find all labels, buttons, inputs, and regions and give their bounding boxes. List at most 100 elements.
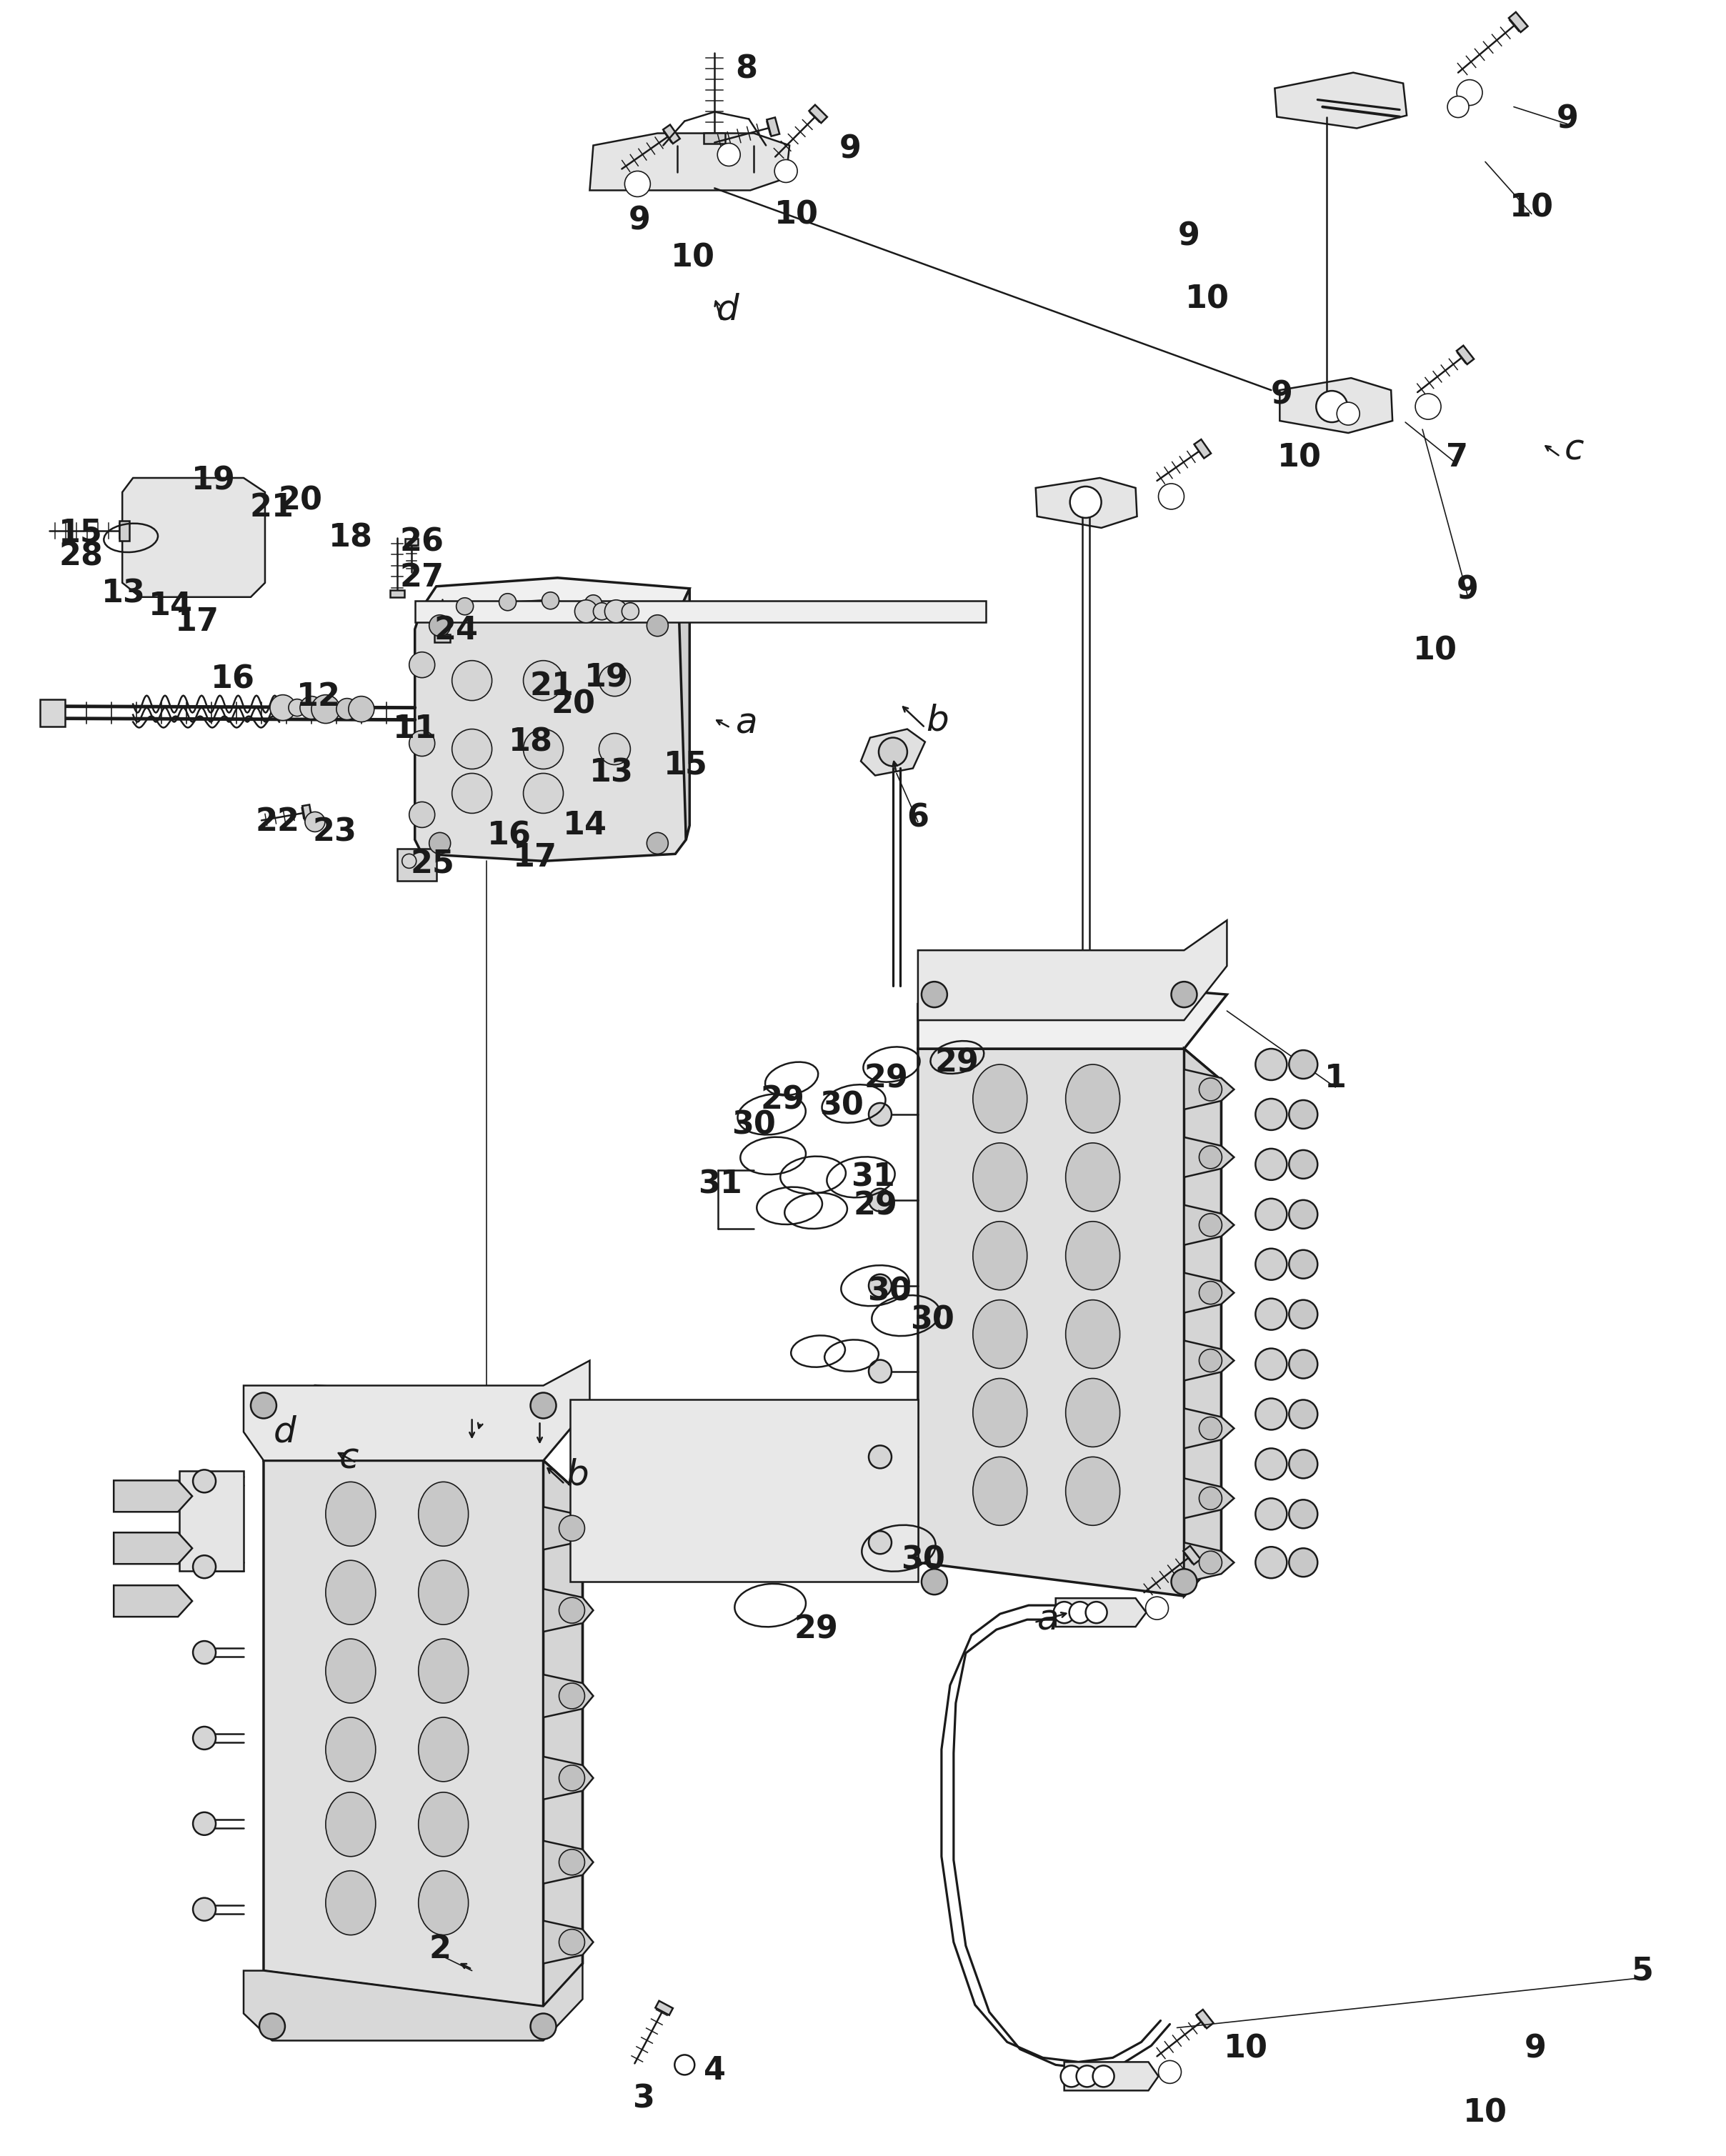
Circle shape bbox=[1255, 1348, 1288, 1380]
Circle shape bbox=[250, 1393, 276, 1419]
Circle shape bbox=[1289, 1050, 1317, 1078]
Ellipse shape bbox=[1065, 1143, 1120, 1212]
Circle shape bbox=[1415, 395, 1441, 420]
Circle shape bbox=[868, 1104, 892, 1125]
Circle shape bbox=[868, 1445, 892, 1468]
Ellipse shape bbox=[973, 1222, 1027, 1289]
Text: 29: 29 bbox=[853, 1190, 898, 1220]
Circle shape bbox=[559, 1516, 585, 1542]
Text: d: d bbox=[716, 293, 739, 328]
Text: 8: 8 bbox=[735, 54, 758, 84]
Ellipse shape bbox=[326, 1561, 376, 1626]
Circle shape bbox=[193, 1554, 216, 1578]
Polygon shape bbox=[1509, 13, 1528, 32]
Ellipse shape bbox=[418, 1481, 468, 1546]
Circle shape bbox=[559, 1850, 585, 1876]
Ellipse shape bbox=[326, 1481, 376, 1546]
Polygon shape bbox=[264, 1460, 583, 2007]
Text: c: c bbox=[340, 1440, 359, 1475]
Circle shape bbox=[1200, 1214, 1222, 1235]
Text: a: a bbox=[1037, 1602, 1060, 1636]
Text: 13: 13 bbox=[589, 759, 633, 789]
Polygon shape bbox=[406, 539, 418, 545]
Text: 5: 5 bbox=[1631, 1955, 1654, 1986]
Polygon shape bbox=[544, 1841, 594, 1884]
Text: 20: 20 bbox=[551, 688, 595, 720]
Text: 17: 17 bbox=[513, 843, 557, 873]
Circle shape bbox=[499, 593, 516, 610]
Ellipse shape bbox=[418, 1639, 468, 1703]
Circle shape bbox=[599, 664, 630, 696]
Polygon shape bbox=[435, 634, 450, 642]
Bar bbox=[397, 849, 437, 882]
Polygon shape bbox=[918, 921, 1227, 1020]
Circle shape bbox=[409, 731, 435, 757]
Text: 29: 29 bbox=[759, 1084, 804, 1115]
Circle shape bbox=[1158, 2061, 1181, 2083]
Text: 31: 31 bbox=[699, 1169, 742, 1199]
Text: 13: 13 bbox=[102, 578, 145, 608]
Text: 30: 30 bbox=[901, 1546, 946, 1576]
Circle shape bbox=[1077, 2065, 1098, 2087]
Circle shape bbox=[559, 1684, 585, 1710]
Circle shape bbox=[559, 1930, 585, 1955]
Circle shape bbox=[1255, 1248, 1288, 1281]
Polygon shape bbox=[1184, 1479, 1234, 1518]
Polygon shape bbox=[544, 1589, 594, 1632]
Polygon shape bbox=[1194, 440, 1212, 459]
Ellipse shape bbox=[418, 1792, 468, 1856]
Text: 12: 12 bbox=[297, 681, 340, 711]
Text: 30: 30 bbox=[866, 1276, 911, 1307]
Polygon shape bbox=[544, 1507, 594, 1550]
Circle shape bbox=[868, 1274, 892, 1298]
Polygon shape bbox=[918, 972, 1227, 1048]
Text: 16: 16 bbox=[211, 664, 255, 694]
Text: 19: 19 bbox=[192, 466, 236, 496]
Circle shape bbox=[288, 699, 306, 716]
Text: 30: 30 bbox=[910, 1304, 954, 1335]
Polygon shape bbox=[704, 134, 725, 144]
Polygon shape bbox=[119, 522, 129, 541]
Text: 15: 15 bbox=[665, 750, 708, 780]
Circle shape bbox=[868, 1188, 892, 1212]
Circle shape bbox=[1061, 2065, 1082, 2087]
Circle shape bbox=[1289, 1100, 1317, 1128]
Polygon shape bbox=[861, 729, 925, 776]
Polygon shape bbox=[544, 1460, 583, 2007]
Polygon shape bbox=[414, 602, 685, 860]
Text: 31: 31 bbox=[851, 1162, 896, 1192]
Circle shape bbox=[300, 696, 323, 720]
Circle shape bbox=[559, 1598, 585, 1623]
Text: 29: 29 bbox=[794, 1615, 839, 1645]
Circle shape bbox=[585, 595, 602, 612]
Polygon shape bbox=[918, 1048, 1222, 1595]
Text: 28: 28 bbox=[59, 541, 104, 571]
Ellipse shape bbox=[1065, 1222, 1120, 1289]
Ellipse shape bbox=[973, 1378, 1027, 1447]
Circle shape bbox=[868, 1531, 892, 1554]
Text: 22: 22 bbox=[255, 806, 300, 837]
Text: 10: 10 bbox=[1277, 442, 1322, 474]
Polygon shape bbox=[123, 479, 266, 597]
Polygon shape bbox=[1184, 1546, 1201, 1565]
Text: 25: 25 bbox=[411, 849, 456, 880]
Text: 9: 9 bbox=[1457, 573, 1479, 606]
Circle shape bbox=[1200, 1488, 1222, 1509]
Circle shape bbox=[1255, 1199, 1288, 1229]
Ellipse shape bbox=[418, 1561, 468, 1626]
Text: 10: 10 bbox=[775, 201, 818, 231]
Circle shape bbox=[675, 2055, 694, 2074]
Text: a: a bbox=[735, 707, 758, 740]
Circle shape bbox=[1172, 981, 1196, 1007]
Text: 14: 14 bbox=[563, 811, 608, 841]
Polygon shape bbox=[544, 1675, 594, 1718]
Circle shape bbox=[718, 142, 740, 166]
Polygon shape bbox=[264, 1386, 590, 1460]
Text: 9: 9 bbox=[1270, 379, 1293, 410]
Text: 7: 7 bbox=[1446, 442, 1467, 474]
Text: 10: 10 bbox=[1414, 636, 1457, 666]
Circle shape bbox=[1289, 1149, 1317, 1179]
Polygon shape bbox=[114, 1533, 192, 1563]
Circle shape bbox=[409, 651, 435, 677]
Polygon shape bbox=[1065, 2061, 1158, 2091]
